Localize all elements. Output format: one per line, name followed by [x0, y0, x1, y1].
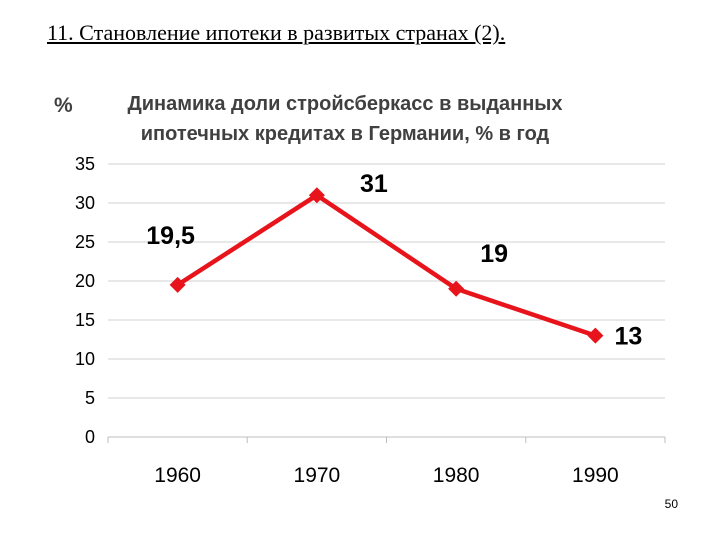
data-point — [448, 280, 465, 297]
y-tick-label: 30 — [75, 193, 95, 213]
data-label: 19,5 — [146, 222, 195, 250]
y-tick-label: 10 — [75, 349, 95, 369]
data-point — [587, 327, 604, 344]
data-point — [308, 187, 325, 204]
data-labels: 19,5 31 19 13 — [146, 170, 642, 350]
x-tick-label: 1990 — [572, 464, 619, 487]
chart-title-line-1: Динамика доли стройсберкасс в выданных — [127, 93, 562, 115]
y-axis-ticks: 0 5 10 15 20 25 30 35 — [75, 154, 95, 447]
y-tick-label: 15 — [75, 310, 95, 330]
slide-title: 11. Становление ипотеки в развитых стран… — [47, 20, 506, 45]
y-tick-label: 0 — [85, 427, 95, 447]
grid-lines — [108, 163, 665, 438]
x-tick-label: 1980 — [433, 464, 480, 487]
y-tick-label: 25 — [75, 232, 95, 252]
data-label: 19 — [480, 240, 508, 268]
y-tick-label: 5 — [85, 388, 95, 408]
x-axis: 1960 1970 1980 1990 — [107, 436, 666, 487]
data-label: 31 — [360, 170, 388, 198]
slide-number: 50 — [664, 497, 678, 511]
series-line — [176, 192, 597, 338]
chart-title-line-2: ипотечных кредитах в Германии, % в год — [141, 123, 550, 145]
x-tick-label: 1960 — [154, 464, 201, 487]
x-tick-label: 1970 — [294, 464, 341, 487]
data-label: 13 — [614, 323, 642, 351]
data-series — [169, 187, 604, 344]
data-point — [169, 276, 186, 293]
y-tick-label: 35 — [75, 154, 95, 174]
y-unit-label: % — [54, 94, 73, 117]
y-tick-label: 20 — [75, 271, 95, 291]
